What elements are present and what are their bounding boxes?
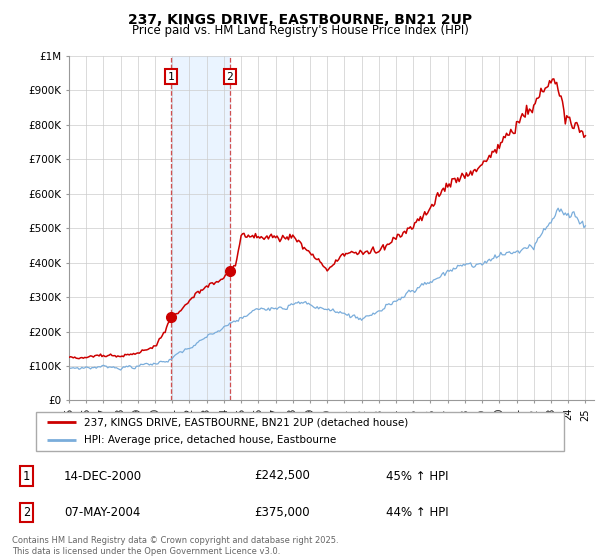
Text: 2: 2 <box>23 506 30 519</box>
Text: £375,000: £375,000 <box>254 506 310 519</box>
Text: 07-MAY-2004: 07-MAY-2004 <box>64 506 140 519</box>
Text: 2: 2 <box>226 72 233 82</box>
Text: 44% ↑ HPI: 44% ↑ HPI <box>386 506 449 519</box>
Text: £242,500: £242,500 <box>254 469 310 483</box>
Text: Price paid vs. HM Land Registry's House Price Index (HPI): Price paid vs. HM Land Registry's House … <box>131 24 469 37</box>
Text: 1: 1 <box>167 72 174 82</box>
Text: 237, KINGS DRIVE, EASTBOURNE, BN21 2UP: 237, KINGS DRIVE, EASTBOURNE, BN21 2UP <box>128 13 472 27</box>
Text: 14-DEC-2000: 14-DEC-2000 <box>64 469 142 483</box>
Text: 1: 1 <box>23 469 30 483</box>
FancyBboxPatch shape <box>36 412 564 451</box>
Text: Contains HM Land Registry data © Crown copyright and database right 2025.
This d: Contains HM Land Registry data © Crown c… <box>12 536 338 556</box>
Text: HPI: Average price, detached house, Eastbourne: HPI: Average price, detached house, East… <box>83 435 336 445</box>
Text: 237, KINGS DRIVE, EASTBOURNE, BN21 2UP (detached house): 237, KINGS DRIVE, EASTBOURNE, BN21 2UP (… <box>83 417 408 427</box>
Text: 45% ↑ HPI: 45% ↑ HPI <box>386 469 449 483</box>
Bar <box>171 56 230 400</box>
